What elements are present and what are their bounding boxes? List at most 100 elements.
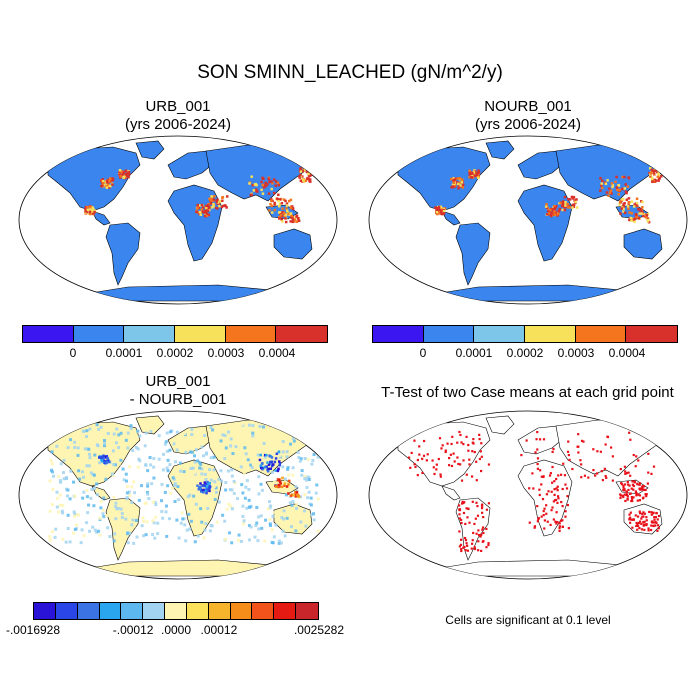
map-cell bbox=[59, 462, 63, 466]
map-cell bbox=[184, 539, 188, 543]
significant-cell bbox=[596, 450, 599, 453]
significant-cell bbox=[635, 524, 638, 528]
map-cell bbox=[293, 220, 296, 223]
map-cell bbox=[57, 510, 61, 514]
map-cell bbox=[201, 454, 205, 458]
map-cell bbox=[277, 485, 280, 489]
map-cell bbox=[196, 534, 200, 538]
map-cell bbox=[201, 210, 204, 214]
map-cell bbox=[131, 449, 135, 453]
map-cell bbox=[216, 198, 219, 202]
map-cell bbox=[307, 490, 311, 494]
significant-cell bbox=[548, 474, 552, 477]
map-cell bbox=[130, 485, 134, 489]
map-cell bbox=[132, 541, 136, 545]
map-cell bbox=[299, 431, 303, 435]
significant-cell bbox=[538, 488, 541, 491]
map-cell bbox=[108, 184, 112, 188]
map-cell bbox=[77, 513, 81, 517]
significant-cell bbox=[558, 529, 561, 533]
significant-cell bbox=[458, 545, 461, 548]
map-cell bbox=[278, 480, 282, 484]
significant-cell bbox=[450, 442, 453, 446]
map-cell bbox=[220, 479, 224, 483]
map-cell bbox=[203, 528, 207, 532]
significant-cell bbox=[444, 450, 447, 454]
map-cell bbox=[289, 494, 293, 498]
map-cell bbox=[228, 488, 232, 492]
map-cell bbox=[157, 457, 161, 461]
significant-cell bbox=[567, 440, 570, 443]
significant-cell bbox=[603, 467, 606, 470]
continent-shape bbox=[397, 146, 491, 212]
map-cell bbox=[281, 440, 285, 444]
map-cell bbox=[657, 179, 660, 182]
map-cell bbox=[204, 477, 208, 481]
map-cell bbox=[563, 208, 567, 212]
map-cell bbox=[245, 506, 249, 510]
significant-cell bbox=[620, 483, 624, 486]
map-cell bbox=[609, 189, 613, 192]
map-cell bbox=[81, 478, 85, 482]
map-cell bbox=[154, 503, 158, 507]
map-cell bbox=[265, 453, 268, 457]
map-cell bbox=[198, 461, 202, 465]
significant-cell bbox=[449, 453, 452, 456]
significant-cell bbox=[543, 507, 546, 510]
map-cell bbox=[283, 477, 287, 481]
significant-cell bbox=[487, 502, 491, 505]
continent-shape bbox=[91, 485, 111, 501]
map-cell bbox=[292, 493, 296, 497]
map-cell bbox=[453, 178, 457, 181]
map-cell bbox=[291, 436, 295, 440]
significant-cell bbox=[539, 469, 542, 472]
panel-title-diff-line2: - NOURB_001 bbox=[129, 391, 227, 408]
map-ttest bbox=[368, 410, 688, 580]
map-cell bbox=[207, 213, 211, 217]
map-cell bbox=[283, 482, 287, 485]
map-cell bbox=[257, 515, 261, 519]
map-cell bbox=[101, 178, 104, 181]
map-cell bbox=[89, 471, 93, 475]
map-cell bbox=[55, 505, 59, 509]
significant-cell bbox=[644, 488, 647, 492]
significant-cell bbox=[648, 510, 651, 514]
map-cell bbox=[96, 428, 100, 432]
significant-cell bbox=[479, 535, 482, 538]
significant-cell bbox=[557, 497, 560, 500]
map-cell bbox=[223, 457, 227, 461]
significant-cell bbox=[479, 469, 483, 473]
panel-title-urb-line2: (yrs 2006-2024) bbox=[125, 116, 231, 133]
map-cell bbox=[297, 495, 301, 499]
map-cell bbox=[85, 210, 89, 214]
map-cell bbox=[278, 217, 281, 220]
significant-cell bbox=[463, 536, 467, 540]
significant-cell bbox=[552, 447, 555, 451]
map-cell bbox=[50, 433, 54, 437]
map-cell bbox=[92, 504, 96, 508]
significant-cell bbox=[463, 501, 466, 504]
map-cell bbox=[271, 182, 274, 185]
significant-cell bbox=[622, 486, 625, 489]
map-cell bbox=[127, 175, 130, 179]
significant-cell bbox=[657, 527, 660, 530]
significant-cell bbox=[439, 473, 442, 476]
map-cell bbox=[232, 491, 236, 495]
significant-cell bbox=[456, 441, 459, 444]
map-cell bbox=[73, 527, 77, 531]
significant-cell bbox=[623, 465, 626, 468]
map-cell bbox=[281, 465, 285, 469]
map-cell bbox=[268, 454, 271, 457]
significant-cell bbox=[643, 512, 646, 515]
map-cell bbox=[599, 177, 602, 180]
map-cell bbox=[294, 506, 298, 510]
significant-cell bbox=[438, 437, 442, 440]
map-cell bbox=[154, 515, 158, 519]
map-cell bbox=[103, 184, 107, 187]
map-cell bbox=[623, 187, 627, 190]
map-cell bbox=[72, 425, 76, 429]
significant-cell bbox=[478, 457, 482, 461]
map-cell bbox=[460, 181, 464, 184]
map-cell bbox=[284, 213, 287, 216]
map-cell bbox=[131, 518, 135, 522]
